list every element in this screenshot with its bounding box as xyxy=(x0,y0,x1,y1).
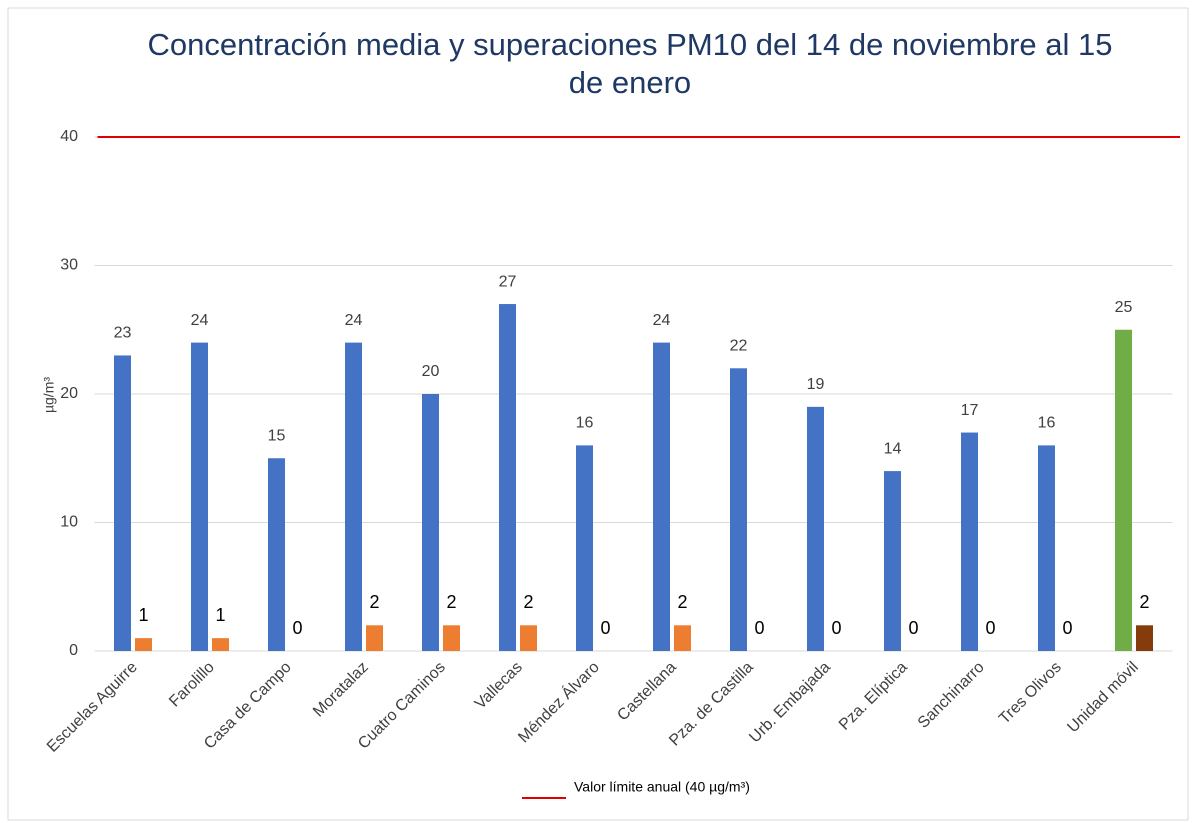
bar xyxy=(345,342,362,651)
value-label: 2 xyxy=(446,592,456,612)
bar xyxy=(366,625,383,651)
value-label: 2 xyxy=(523,592,533,612)
x-tick-label: Unidad móvil xyxy=(1064,659,1141,736)
value-label: 2 xyxy=(1139,592,1149,612)
value-label: 0 xyxy=(754,618,764,638)
bar xyxy=(653,342,670,651)
x-tick-label: Pza. de Castilla xyxy=(666,659,757,750)
value-label: 0 xyxy=(1062,618,1072,638)
bar xyxy=(422,394,439,651)
value-label: 16 xyxy=(1038,415,1056,432)
x-tick-label: Pza. Elíptica xyxy=(836,659,911,734)
bar xyxy=(576,445,593,651)
legend-label: Valor límite anual (40 µg/m³) xyxy=(574,779,750,795)
value-label: 0 xyxy=(908,618,918,638)
value-label: 1 xyxy=(138,605,148,625)
value-label: 25 xyxy=(1115,299,1133,316)
x-tick-label: Méndez Álvaro xyxy=(514,657,603,746)
y-axis-label: µg/m³ xyxy=(41,377,57,413)
bar xyxy=(1136,625,1153,651)
bar xyxy=(520,625,537,651)
bar xyxy=(443,625,460,651)
value-label: 14 xyxy=(884,440,902,457)
bar xyxy=(807,406,824,651)
x-tick-label: Urb. Embajada xyxy=(746,659,834,747)
value-label: 24 xyxy=(345,312,363,329)
bar xyxy=(212,638,229,651)
y-tick-label: 30 xyxy=(60,257,78,274)
bar xyxy=(114,355,131,651)
value-label: 0 xyxy=(292,618,302,638)
value-label: 23 xyxy=(114,325,132,342)
value-label: 0 xyxy=(600,618,610,638)
value-label: 24 xyxy=(653,312,671,329)
bar xyxy=(499,304,516,651)
y-tick-label: 10 xyxy=(60,514,78,531)
y-tick-label: 40 xyxy=(60,128,78,145)
chart-title: Concentración media y superaciones PM10 … xyxy=(147,27,1113,100)
value-label: 2 xyxy=(677,592,687,612)
bar xyxy=(961,432,978,651)
value-label: 17 xyxy=(961,402,979,419)
value-label: 0 xyxy=(985,618,995,638)
x-tick-label: Vallecas xyxy=(472,659,526,713)
y-tick-label: 0 xyxy=(69,642,78,659)
value-label: 27 xyxy=(499,273,517,290)
x-tick-label: Castellana xyxy=(614,659,680,725)
value-label: 24 xyxy=(191,312,209,329)
bar xyxy=(884,471,901,651)
x-tick-label: Sanchinarro xyxy=(915,659,988,732)
value-label: 20 xyxy=(422,363,440,380)
value-label: 16 xyxy=(576,415,594,432)
value-label: 2 xyxy=(369,592,379,612)
bar xyxy=(135,638,152,651)
bar xyxy=(268,458,285,651)
bar xyxy=(674,625,691,651)
value-label: 22 xyxy=(730,338,748,355)
x-tick-label: Tres Olivos xyxy=(996,659,1065,728)
value-label: 19 xyxy=(807,376,825,393)
chart-border xyxy=(7,7,1189,821)
value-label: 15 xyxy=(268,427,286,444)
value-label: 0 xyxy=(831,618,841,638)
x-tick-label: Moratalaz xyxy=(310,659,372,721)
value-label: 1 xyxy=(215,605,225,625)
x-tick-label: Farolillo xyxy=(166,659,218,711)
bar xyxy=(191,342,208,651)
bar xyxy=(1038,445,1055,651)
y-tick-label: 20 xyxy=(60,385,78,402)
bar xyxy=(1115,329,1132,651)
bar xyxy=(730,368,747,651)
x-tick-label: Escuelas Aguirre xyxy=(44,659,141,756)
